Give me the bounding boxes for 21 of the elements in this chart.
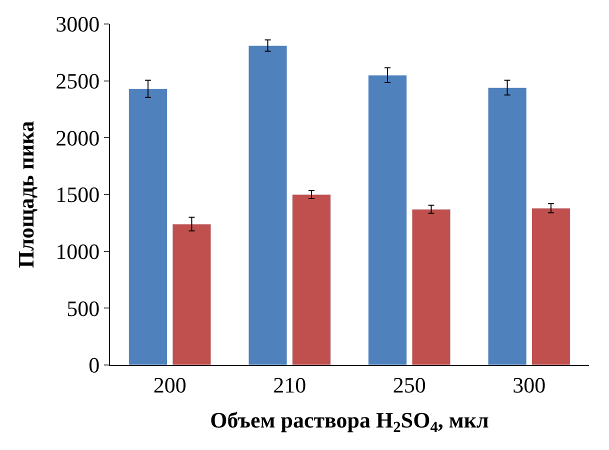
y-tick-label: 2500 [56,68,100,94]
bar [532,208,570,365]
y-tick-label: 0 [88,352,100,378]
x-tick-label: 210 [273,372,306,398]
x-tick-label: 250 [392,372,426,398]
bar [412,209,451,365]
x-tick-label: 200 [153,372,186,398]
y-tick-label: 500 [66,296,100,321]
bar [172,224,212,365]
bar [128,88,168,365]
x-axis-title: Объем раствора H$_{2}$SO$_{4}$, мкл [210,407,489,436]
bar [292,194,331,365]
x-tick-label: 300 [512,372,546,398]
y-axis-title: Площадь пика [13,121,38,268]
y-tick-label: 2000 [56,125,100,150]
y-tick-label: 1500 [56,182,100,208]
bar [368,74,407,365]
y-tick-label: 3000 [56,12,100,37]
bar [248,45,288,365]
y-tick-label: 1000 [56,239,100,264]
bar [488,87,527,365]
